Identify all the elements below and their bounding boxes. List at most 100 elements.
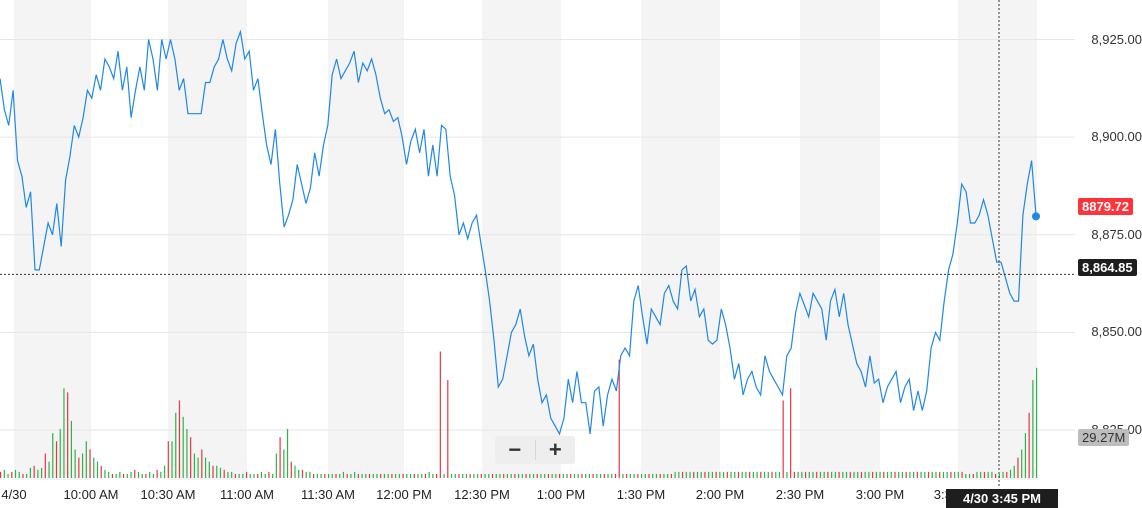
volume-bar — [111, 473, 113, 478]
volume-bar — [555, 473, 557, 478]
volume-bar — [812, 471, 814, 478]
zoom-out-button[interactable]: − — [495, 436, 535, 464]
volume-bar — [14, 469, 17, 478]
volume-bar — [126, 473, 128, 478]
volume-bar — [968, 473, 971, 478]
volume-bars — [0, 351, 1038, 478]
volume-bar — [402, 473, 404, 478]
volume-bar — [234, 473, 236, 478]
volume-bar — [894, 471, 896, 478]
volume-bar — [197, 457, 199, 478]
volume-bar — [749, 471, 751, 478]
volume-bar — [67, 392, 69, 478]
time-band — [958, 0, 1037, 480]
volume-bar — [458, 473, 460, 478]
volume-bar — [37, 469, 39, 478]
volume-bar — [640, 473, 643, 478]
volume-bar — [320, 473, 322, 478]
volume-bar — [573, 473, 576, 478]
volume-bar — [581, 473, 583, 478]
volume-bar — [704, 471, 706, 478]
volume-bar — [286, 429, 289, 478]
volume-bar — [74, 449, 76, 478]
volume-bar — [141, 473, 143, 478]
volume-bar — [629, 473, 631, 478]
volume-bar — [525, 473, 527, 478]
volume-bar — [670, 473, 672, 478]
y-tick-label: 8,850.00 — [1091, 324, 1142, 340]
volume-bar — [264, 473, 266, 478]
volume-bar — [667, 473, 669, 478]
volume-bar — [29, 467, 32, 478]
volume-bar — [149, 471, 151, 478]
volume-bar — [1021, 449, 1023, 478]
volume-bar — [26, 473, 28, 478]
volume-bar — [122, 473, 125, 478]
volume-bar — [760, 471, 762, 478]
volume-bar — [227, 471, 229, 478]
x-tick-label: 11:30 AM — [301, 487, 355, 502]
volume-bar — [745, 471, 747, 478]
volume-bar — [875, 471, 877, 478]
time-band — [800, 0, 880, 480]
volume-bar — [182, 416, 184, 478]
volume-bar — [495, 473, 497, 478]
volume-bar — [89, 449, 91, 478]
volume-bar — [55, 441, 58, 478]
volume-bar — [793, 471, 795, 478]
volume-bar — [551, 473, 553, 478]
volume-bar — [797, 471, 799, 478]
volume-bar — [913, 471, 915, 478]
volume-bar — [380, 473, 382, 478]
time-band — [168, 0, 247, 480]
volume-bar — [503, 473, 505, 478]
volume-bar — [905, 471, 907, 478]
last-price-tag: 8879.72 — [1078, 198, 1133, 215]
volume-bar — [3, 469, 5, 478]
time-bands — [14, 0, 1037, 480]
volume-bar — [957, 471, 959, 478]
volume-bar — [257, 473, 259, 478]
volume-bar — [1017, 457, 1019, 478]
volume-bar — [838, 471, 840, 478]
volume-bar — [454, 473, 456, 478]
volume-bar — [853, 471, 855, 478]
volume-bar — [119, 471, 121, 478]
volume-bar — [398, 473, 400, 478]
volume-bar — [443, 473, 445, 478]
volume-bar — [860, 471, 863, 478]
zoom-in-button[interactable]: + — [536, 436, 576, 464]
volume-bar — [152, 473, 154, 478]
x-tick-label: 12:30 PM — [454, 487, 510, 502]
volume-bar — [637, 473, 639, 478]
y-tick-label: 8,900.00 — [1091, 129, 1142, 145]
volume-bar — [339, 473, 341, 478]
volume-bar — [186, 429, 188, 478]
volume-bar — [48, 461, 50, 478]
volume-bar — [301, 469, 304, 478]
volume-bar — [100, 465, 102, 478]
volume-bar — [614, 473, 617, 478]
volume-bar — [585, 473, 587, 478]
volume-bar — [681, 471, 684, 478]
volume-bar — [7, 473, 9, 478]
volume-bar — [447, 380, 449, 478]
volume-bar — [696, 471, 699, 478]
volume-bar — [588, 473, 591, 478]
volume-bar — [160, 471, 162, 478]
volume-bar — [156, 469, 158, 478]
time-band — [328, 0, 404, 480]
volume-bar — [786, 471, 788, 478]
volume-bar — [201, 449, 203, 478]
volume-bar — [737, 471, 740, 478]
volume-bar — [536, 473, 538, 478]
last-price-dot — [1032, 212, 1040, 221]
volume-bar — [1032, 380, 1034, 478]
volume-bar — [40, 467, 43, 478]
volume-bar — [96, 461, 99, 478]
y-tick-label: 8,875.00 — [1091, 226, 1142, 242]
volume-bar — [115, 473, 117, 478]
volume-bar — [842, 471, 844, 478]
volume-bar — [462, 473, 464, 478]
